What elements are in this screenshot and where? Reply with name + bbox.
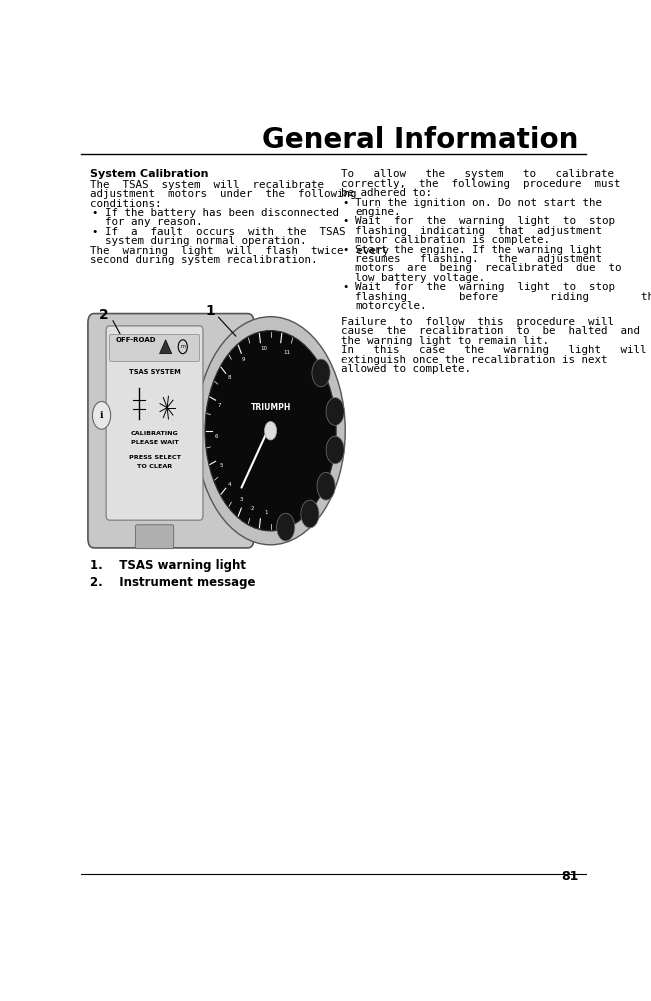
Text: •: • — [342, 282, 348, 292]
Text: •: • — [91, 227, 98, 237]
Text: 10: 10 — [260, 346, 268, 351]
FancyBboxPatch shape — [109, 334, 199, 361]
Text: TSAS SYSTEM: TSAS SYSTEM — [129, 369, 180, 375]
Text: Wait  for  the  warning  light  to  stop: Wait for the warning light to stop — [355, 216, 615, 226]
FancyBboxPatch shape — [135, 525, 174, 549]
Text: i: i — [100, 410, 104, 419]
Text: To   allow   the   system   to   calibrate: To allow the system to calibrate — [341, 169, 614, 179]
Text: 81: 81 — [561, 870, 578, 883]
Text: The  TSAS  system  will  recalibrate: The TSAS system will recalibrate — [90, 180, 324, 190]
Text: TO CLEAR: TO CLEAR — [137, 463, 172, 468]
Text: 1.    TSAS warning light: 1. TSAS warning light — [90, 560, 247, 573]
FancyBboxPatch shape — [106, 326, 203, 521]
Text: 4: 4 — [228, 482, 232, 487]
Text: flashing  indicating  that  adjustment: flashing indicating that adjustment — [355, 226, 602, 236]
Text: 1: 1 — [264, 511, 268, 516]
Text: flashing        before        riding        the: flashing before riding the — [355, 291, 651, 301]
Circle shape — [205, 330, 336, 531]
Text: 2.    Instrument message: 2. Instrument message — [90, 577, 256, 590]
FancyBboxPatch shape — [88, 313, 254, 548]
Text: adjustment  motors  under  the  following: adjustment motors under the following — [90, 189, 357, 199]
Circle shape — [326, 436, 344, 463]
Text: conditions:: conditions: — [90, 198, 162, 208]
Text: OFF-ROAD: OFF-ROAD — [115, 337, 156, 343]
Text: 2: 2 — [99, 308, 109, 322]
Circle shape — [196, 316, 345, 545]
Text: TRIUMPH: TRIUMPH — [251, 403, 291, 412]
Text: second during system recalibration.: second during system recalibration. — [90, 255, 318, 265]
Text: motorcycle.: motorcycle. — [355, 301, 427, 311]
Circle shape — [312, 359, 330, 386]
Text: 9: 9 — [242, 356, 245, 361]
Text: motors  are  being  recalibrated  due  to: motors are being recalibrated due to — [355, 263, 622, 273]
Circle shape — [301, 500, 319, 528]
Text: •: • — [342, 216, 348, 226]
Text: Start the engine. If the warning light: Start the engine. If the warning light — [355, 244, 602, 254]
Text: m: m — [180, 344, 186, 349]
Text: 7: 7 — [217, 402, 221, 407]
Text: Turn the ignition on. Do not start the: Turn the ignition on. Do not start the — [355, 197, 602, 207]
Circle shape — [92, 401, 111, 429]
Text: resumes   flashing.   the   adjustment: resumes flashing. the adjustment — [355, 254, 602, 264]
Text: the warning light to remain lit.: the warning light to remain lit. — [341, 336, 549, 346]
Text: allowed to complete.: allowed to complete. — [341, 364, 471, 374]
Text: 1: 1 — [205, 304, 215, 318]
Text: for any reason.: for any reason. — [105, 217, 202, 227]
Circle shape — [264, 421, 277, 440]
Text: •: • — [91, 208, 98, 218]
Text: 2: 2 — [251, 506, 254, 511]
Text: 6: 6 — [215, 434, 219, 439]
Text: In   this   case   the   warning   light   will: In this case the warning light will — [341, 345, 646, 355]
Text: extinguish once the recalibration is next: extinguish once the recalibration is nex… — [341, 354, 607, 364]
Text: Wait  for  the  warning  light  to  stop: Wait for the warning light to stop — [355, 282, 615, 292]
Text: The  warning  light  will  flash  twice  every: The warning light will flash twice every — [90, 245, 389, 255]
Text: General Information: General Information — [262, 126, 578, 154]
Text: motor calibration is complete.: motor calibration is complete. — [355, 235, 550, 245]
Text: cause  the  recalibration  to  be  halted  and: cause the recalibration to be halted and — [341, 326, 640, 336]
Text: low battery voltage.: low battery voltage. — [355, 273, 486, 283]
Text: If the battery has been disconnected: If the battery has been disconnected — [105, 208, 339, 218]
Text: •: • — [342, 244, 348, 254]
Text: PLEASE WAIT: PLEASE WAIT — [131, 440, 178, 445]
Text: CALIBRATING: CALIBRATING — [131, 430, 178, 435]
Text: 3: 3 — [240, 497, 243, 503]
Text: system during normal operation.: system during normal operation. — [105, 236, 306, 246]
Text: correctly,  the  following  procedure  must: correctly, the following procedure must — [341, 179, 620, 189]
Text: 8: 8 — [227, 375, 231, 380]
Text: 11: 11 — [284, 349, 291, 354]
Circle shape — [277, 514, 295, 541]
Text: engine.: engine. — [355, 207, 401, 217]
Text: PRESS SELECT: PRESS SELECT — [128, 454, 180, 459]
Text: 5: 5 — [220, 463, 223, 468]
Text: If  a  fault  occurs  with  the  TSAS: If a fault occurs with the TSAS — [105, 227, 345, 237]
Text: N: N — [344, 358, 349, 364]
Text: System Calibration: System Calibration — [90, 169, 209, 179]
Text: be adhered to:: be adhered to: — [341, 188, 432, 198]
Circle shape — [326, 397, 344, 425]
Text: •: • — [342, 197, 348, 207]
Circle shape — [317, 472, 335, 500]
Polygon shape — [159, 339, 172, 353]
Text: Failure  to  follow  this  procedure  will: Failure to follow this procedure will — [341, 317, 614, 327]
